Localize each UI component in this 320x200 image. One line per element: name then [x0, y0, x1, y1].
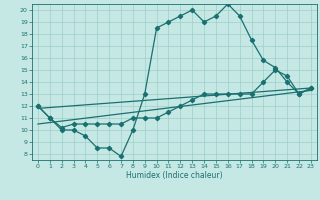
X-axis label: Humidex (Indice chaleur): Humidex (Indice chaleur): [126, 171, 223, 180]
